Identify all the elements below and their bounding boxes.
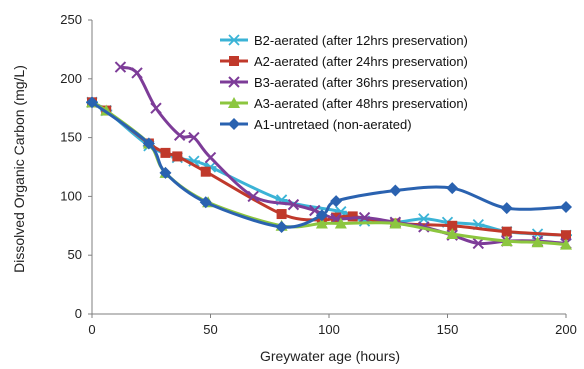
y-tick-label: 200 [60, 71, 82, 86]
legend-item: A2-aerated (after 24hrs preservation) [220, 54, 468, 69]
data-point-marker [446, 228, 459, 240]
data-point-marker [347, 211, 358, 222]
data-point-marker [131, 67, 143, 79]
data-point-marker [560, 238, 572, 250]
data-point-marker [417, 213, 430, 225]
y-tick-label: 150 [60, 130, 82, 145]
y-tick-label: 50 [68, 247, 82, 262]
data-point-marker [287, 198, 300, 211]
data-point-marker [204, 151, 217, 164]
legend-item: B2-aerated (after 12hrs preservation) [220, 33, 468, 48]
series-3 [114, 61, 572, 250]
data-point-marker [86, 96, 98, 109]
y-tick-label: 250 [60, 12, 82, 27]
data-point-marker [334, 217, 347, 229]
legend-item: A3-aerated (after 48hrs preservation) [220, 96, 468, 111]
data-point-marker [150, 102, 162, 114]
x-tick-label: 0 [88, 322, 95, 337]
data-point-marker [389, 217, 402, 229]
legend-swatch-marker [228, 34, 240, 46]
legend-swatch-marker [229, 56, 239, 66]
data-point-marker [472, 237, 485, 250]
data-point-marker [560, 200, 572, 213]
data-point-marker [358, 211, 371, 224]
data-point-marker [531, 236, 544, 248]
data-point-marker [315, 217, 328, 229]
y-tick-label: 0 [75, 306, 82, 321]
x-tick-label: 50 [203, 322, 217, 337]
legend-label: A2-aerated (after 24hrs preservation) [254, 54, 468, 69]
data-point-marker [501, 226, 512, 237]
data-point-marker [330, 195, 343, 208]
y-axis-label: Dissolved Organic Carbon (mg/L) [11, 65, 27, 273]
x-tick-label: 100 [318, 322, 340, 337]
series-layer [86, 61, 572, 250]
legend-item: A1-untretaed (non-aerated) [220, 117, 412, 132]
data-point-marker [446, 182, 459, 195]
data-point-marker [172, 151, 183, 162]
data-point-marker [275, 220, 288, 233]
x-tick-label: 150 [437, 322, 459, 337]
x-tick-label: 200 [555, 322, 577, 337]
data-point-marker [247, 190, 259, 203]
data-point-marker [500, 202, 513, 215]
data-point-marker [276, 209, 287, 220]
legend-label: B3-aerated (after 36hrs preservation) [254, 75, 468, 90]
legend-label: B2-aerated (after 12hrs preservation) [254, 33, 468, 48]
data-point-marker [173, 129, 186, 141]
data-point-marker [315, 209, 328, 222]
data-point-marker [159, 166, 172, 179]
legend-label: A1-untretaed (non-aerated) [254, 117, 412, 132]
x-axis-label: Greywater age (hours) [260, 348, 400, 364]
y-tick-label: 100 [60, 188, 82, 203]
data-point-marker [114, 61, 127, 73]
data-point-marker [447, 220, 458, 231]
data-point-marker [500, 235, 513, 247]
legend-swatch-marker [228, 76, 240, 88]
data-point-marker [160, 147, 171, 158]
chart-axes: 0 50 100 150 200 0 50 100 150 200 250 [60, 12, 577, 337]
chart-legend: B2-aerated (after 12hrs preservation) A2-… [220, 33, 468, 132]
data-point-marker [389, 184, 402, 197]
series-5 [86, 96, 572, 233]
data-point-marker [561, 230, 571, 241]
legend-swatch-marker [228, 97, 240, 108]
legend-item: B3-aerated (after 36hrs preservation) [220, 75, 468, 90]
legend-swatch-marker [228, 118, 240, 130]
data-point-marker [200, 166, 211, 177]
data-point-marker [188, 131, 200, 144]
data-point-marker [199, 196, 212, 209]
data-point-marker [142, 137, 155, 150]
legend-label: A3-aerated (after 48hrs preservation) [254, 96, 468, 111]
